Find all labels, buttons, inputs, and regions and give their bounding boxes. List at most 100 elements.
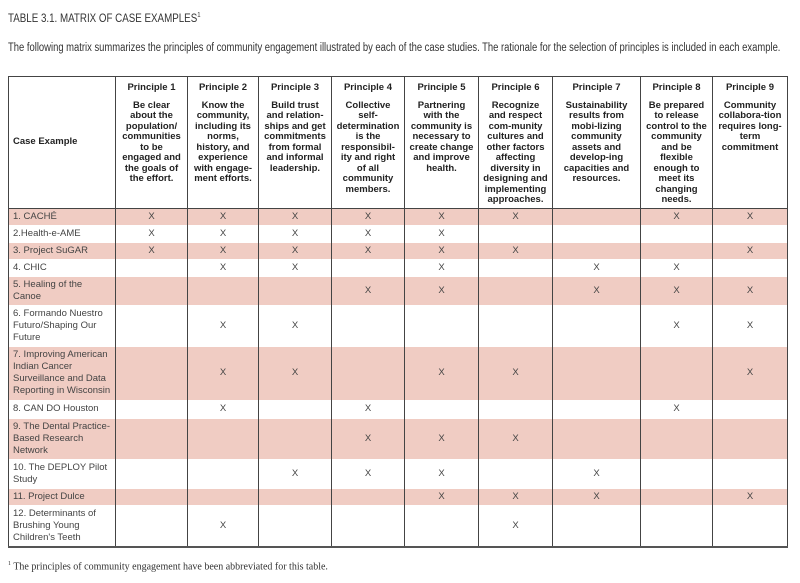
principle-4-cell (331, 504, 405, 547)
principle-1-cell: X (115, 241, 188, 259)
principle-5-cell: X (404, 458, 479, 488)
principle-name: Principle 5 (417, 82, 466, 93)
principle-9-cell: X (712, 241, 788, 259)
principle-4-cell: X (331, 241, 405, 259)
principle-6-cell: X (478, 345, 553, 400)
case-name: 4. CHIC (8, 258, 116, 276)
principle-6-cell (478, 224, 553, 242)
principle-1-cell (115, 345, 188, 400)
principle-8-cell (640, 241, 713, 259)
principle-1-cell: X (115, 207, 188, 225)
principle-7-cell (552, 504, 641, 547)
principle-name: Principle 6 (491, 82, 540, 93)
principle-7-cell (552, 304, 641, 346)
principle-4-cell: X (331, 399, 405, 418)
title-footnote-mark: 1 (197, 12, 201, 19)
principle-2-cell (187, 417, 259, 459)
case-example-header: Case Example (8, 76, 116, 209)
table-body: 1. CACHÉ X X X X X X X X 2.Health-e-AME X X X X X 3. Pr… (8, 207, 788, 547)
principle-7-cell: X (552, 275, 641, 305)
principle-header-5: Principle 5 Partnering with the community… (404, 76, 479, 209)
case-name: 6. Formando Nuestro Futuro/Shaping Our F… (8, 304, 116, 346)
principle-3-cell: X (258, 224, 332, 242)
principle-9-cell (712, 258, 788, 276)
principle-4-cell: X (331, 275, 405, 305)
principle-3-cell: X (258, 458, 332, 488)
principle-5-cell: X (404, 224, 479, 242)
principle-1-cell (115, 275, 188, 305)
principle-5-cell: X (404, 275, 479, 305)
principle-3-cell: X (258, 345, 332, 400)
principle-4-cell (331, 487, 405, 505)
principle-2-cell (187, 275, 259, 305)
principle-description: Community collabora-tion requires long-t… (718, 99, 782, 153)
table-row: 2.Health-e-AME X X X X X (8, 224, 788, 242)
principle-1-cell (115, 258, 188, 276)
principle-9-cell (712, 458, 788, 488)
principle-name: Principle 3 (270, 82, 320, 93)
principle-7-cell: X (552, 487, 641, 505)
principle-header-4: Principle 4 Collective self-determination… (331, 76, 405, 209)
table-row: 11. Project Dulce X X X X (8, 487, 788, 505)
principle-9-cell: X (712, 345, 788, 400)
principle-8-cell (640, 487, 713, 505)
principle-3-cell (258, 504, 332, 547)
principle-2-cell: X (187, 345, 259, 400)
principle-4-cell: X (331, 207, 405, 225)
principle-2-cell: X (187, 504, 259, 547)
principle-9-cell: X (712, 207, 788, 225)
case-name: 10. The DEPLOY Pilot Study (8, 458, 116, 488)
principle-8-cell: X (640, 304, 713, 346)
principle-name: Principle 2 (198, 82, 248, 93)
principle-5-cell: X (404, 258, 479, 276)
principle-5-cell: X (404, 345, 479, 400)
principle-3-cell (258, 399, 332, 418)
principle-name: Principle 9 (725, 82, 775, 93)
principle-4-cell: X (331, 224, 405, 242)
table-row: 9. The Dental Practice-Based Research Ne… (8, 417, 788, 459)
principle-5-cell: X (404, 487, 479, 505)
principle-3-cell: X (258, 258, 332, 276)
principle-header-1: Principle 1 Be clear about the population… (115, 76, 188, 209)
principle-5-cell: X (404, 207, 479, 225)
case-name: 9. The Dental Practice-Based Research Ne… (8, 417, 116, 459)
principle-6-cell (478, 399, 553, 418)
principle-5-cell: X (404, 241, 479, 259)
principle-2-cell: X (187, 304, 259, 346)
intro-text: The following matrix summarizes the prin… (8, 42, 781, 54)
footnote: 1 The principles of community engagement… (8, 558, 792, 573)
principle-2-cell: X (187, 207, 259, 225)
table-row: 4. CHIC X X X X X (8, 258, 788, 276)
principle-6-cell (478, 458, 553, 488)
principle-8-cell (640, 458, 713, 488)
principle-2-cell (187, 487, 259, 505)
principle-1-cell (115, 399, 188, 418)
principle-6-cell (478, 275, 553, 305)
principle-name: Principle 8 (652, 82, 701, 93)
principle-8-cell: X (640, 258, 713, 276)
principle-7-cell: X (552, 458, 641, 488)
principle-2-cell: X (187, 241, 259, 259)
case-name: 5. Healing of the Canoe (8, 275, 116, 305)
principle-2-cell (187, 458, 259, 488)
principle-header-6: Principle 6 Recognize and respect com-mun… (478, 76, 553, 209)
table-row: 10. The DEPLOY Pilot Study X X X X (8, 458, 788, 488)
principle-8-cell (640, 417, 713, 459)
principle-7-cell (552, 417, 641, 459)
principle-3-cell: X (258, 207, 332, 225)
principle-9-cell: X (712, 304, 788, 346)
case-name: 7. Improving American Indian Cancer Surv… (8, 345, 116, 400)
principle-7-cell (552, 241, 641, 259)
principle-3-cell: X (258, 304, 332, 346)
principle-description: Know the community, including its norms,… (193, 99, 253, 184)
principle-5-cell (404, 399, 479, 418)
table-title: TABLE 3.1. MATRIX OF CASE EXAMPLES1 (8, 8, 674, 25)
table-row: 1. CACHÉ X X X X X X X X (8, 207, 788, 225)
principle-7-cell (552, 207, 641, 225)
principle-3-cell (258, 275, 332, 305)
principle-4-cell: X (331, 458, 405, 488)
principle-header-8: Principle 8 Be prepared to release contro… (640, 76, 713, 209)
principle-1-cell (115, 487, 188, 505)
principle-5-cell: X (404, 417, 479, 459)
principle-6-cell (478, 258, 553, 276)
